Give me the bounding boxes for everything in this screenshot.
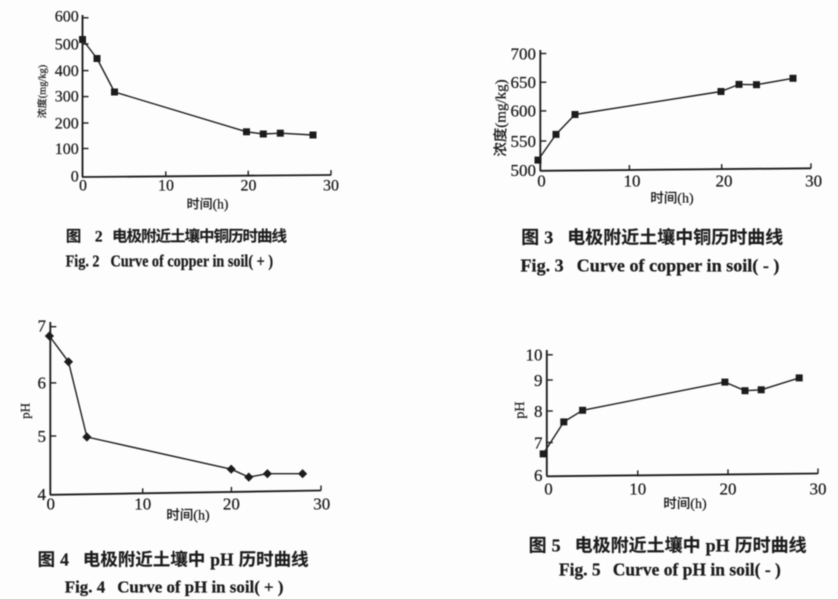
svg-text:Fig. 3: Fig. 3: [521, 256, 564, 276]
svg-text:Fig. 2: Fig. 2: [66, 252, 100, 271]
svg-text:20: 20: [716, 172, 733, 191]
svg-text:650: 650: [511, 73, 537, 92]
svg-text:600: 600: [511, 102, 537, 121]
svg-text:Curve of pH in soil( + ): Curve of pH in soil( + ): [117, 578, 283, 597]
svg-text:3: 3: [544, 228, 553, 248]
svg-text:10: 10: [629, 480, 646, 499]
svg-text:8: 8: [534, 402, 543, 421]
svg-text:pH: pH: [706, 536, 730, 556]
svg-text:pH: pH: [513, 401, 528, 418]
svg-text:20: 20: [223, 495, 240, 514]
svg-text:100: 100: [55, 141, 79, 158]
svg-text:20: 20: [720, 480, 737, 499]
svg-text:500: 500: [511, 161, 537, 180]
svg-text:(h): (h): [213, 197, 229, 212]
svg-text:pH: pH: [210, 550, 234, 570]
svg-text:6: 6: [38, 374, 47, 393]
svg-text:4: 4: [38, 485, 47, 504]
svg-text:5: 5: [552, 536, 561, 556]
svg-text:30: 30: [810, 480, 827, 499]
svg-text:20: 20: [241, 178, 257, 195]
svg-text:Fig. 4: Fig. 4: [65, 578, 106, 597]
svg-text:30: 30: [805, 172, 822, 191]
svg-text:0: 0: [537, 172, 546, 191]
svg-text:(h): (h): [193, 509, 210, 524]
svg-text:7: 7: [534, 433, 543, 452]
svg-text:9: 9: [534, 371, 543, 390]
svg-text:2: 2: [95, 229, 103, 246]
svg-text:600: 600: [55, 9, 79, 26]
svg-text:0: 0: [47, 495, 56, 514]
svg-text:(mg/kg): (mg/kg): [38, 64, 49, 98]
svg-text:6: 6: [534, 466, 543, 485]
svg-text:300: 300: [55, 89, 79, 106]
svg-text:10: 10: [526, 345, 543, 364]
svg-text:(mg/kg): (mg/kg): [493, 79, 509, 127]
svg-text:5: 5: [38, 427, 47, 446]
svg-text:7: 7: [38, 317, 47, 336]
svg-text:10: 10: [158, 178, 174, 195]
svg-text:0: 0: [544, 480, 553, 499]
svg-text:400: 400: [55, 63, 79, 80]
svg-text:Curve of pH in soil( - ): Curve of pH in soil( - ): [613, 560, 781, 580]
svg-text:Curve of copper in soil( + ): Curve of copper in soil( + ): [111, 252, 274, 271]
svg-text:10: 10: [134, 495, 151, 514]
svg-text:Curve of copper in soil( - ): Curve of copper in soil( - ): [577, 256, 780, 277]
svg-text:0: 0: [79, 178, 87, 195]
svg-text:4: 4: [60, 550, 69, 570]
svg-text:500: 500: [55, 36, 79, 53]
svg-text:200: 200: [55, 116, 79, 133]
svg-text:30: 30: [313, 495, 330, 514]
svg-text:(h): (h): [677, 192, 694, 207]
svg-text:pH: pH: [18, 403, 33, 419]
svg-text:550: 550: [511, 132, 537, 151]
svg-text:0: 0: [71, 168, 79, 185]
svg-text:10: 10: [624, 172, 641, 191]
svg-text:30: 30: [323, 178, 339, 195]
svg-text:Fig. 5: Fig. 5: [559, 560, 601, 580]
svg-text:(h): (h): [690, 497, 707, 512]
svg-text:700: 700: [511, 44, 537, 63]
